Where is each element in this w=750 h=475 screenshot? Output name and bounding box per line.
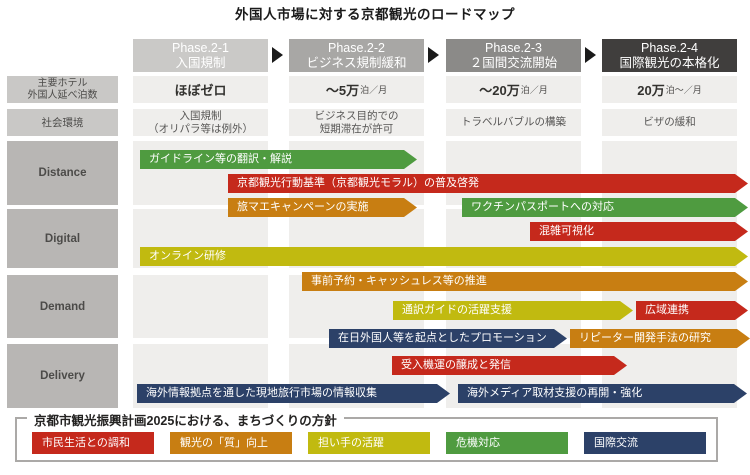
value-unit: 泊／月 bbox=[360, 85, 388, 95]
bar-online-training: オンライン研修 bbox=[140, 247, 748, 266]
hotel-value-phase3: 〜20万 泊／月 bbox=[446, 76, 581, 103]
row-label-delivery: Delivery bbox=[7, 344, 118, 408]
phase-header-3: Phase.2-3 ２国間交流開始 bbox=[446, 39, 581, 72]
bar-advance-reservation-cashless: 事前予約・キャッシュレス等の推進 bbox=[302, 272, 748, 291]
bar-tabi-mae-campaign: 旅マエキャンペーンの実施 bbox=[228, 198, 417, 217]
row-label-line: 社会環境 bbox=[41, 116, 84, 129]
bar-interpreter-guide-support: 通訳ガイドの活躍支援 bbox=[393, 301, 633, 320]
env-value-phase1: 入国規制 （オリパラ等は例外） bbox=[133, 109, 268, 136]
phase-name: Phase.2-1 bbox=[172, 40, 229, 55]
phase-subtitle: ビジネス規制緩和 bbox=[306, 55, 407, 70]
phase-arrow-icon bbox=[428, 47, 439, 63]
value-main: 〜5万 bbox=[325, 83, 360, 98]
env-value-phase4: ビザの緩和 bbox=[602, 109, 737, 136]
bar-congestion-visualization: 混雑可視化 bbox=[530, 222, 748, 241]
row-label-digital: Digital bbox=[7, 209, 118, 268]
bar-wide-area-cooperation: 広域連携 bbox=[636, 301, 748, 320]
bar-kyoto-tourism-moral: 京都観光行動基準（京都観光モラル）の普及啓発 bbox=[228, 174, 748, 193]
value-main: 20万 bbox=[637, 83, 665, 98]
grid-cell bbox=[289, 109, 424, 136]
grid-cell bbox=[446, 141, 581, 205]
value-line: ビジネス目的での bbox=[314, 110, 399, 122]
row-label-line: Distance bbox=[38, 167, 87, 179]
row-label-distance: Distance bbox=[7, 141, 118, 205]
phase-header-2: Phase.2-2 ビジネス規制緩和 bbox=[289, 39, 424, 72]
legend-box: 京都市観光振興計画2025における、まちづくりの方針 市民生活との調和 観光の「… bbox=[15, 410, 718, 462]
value-main: ほぼゼロ bbox=[174, 83, 227, 98]
legend-item-citizen-harmony: 市民生活との調和 bbox=[32, 432, 154, 454]
env-value-phase2: ビジネス目的での 短期滞在が許可 bbox=[289, 109, 424, 136]
bar-resident-foreigner-promotion: 在日外国人等を起点としたプロモーション bbox=[329, 329, 567, 348]
row-label-hotel-nights: 主要ホテル 外国人延べ泊数 bbox=[7, 76, 118, 103]
phase-subtitle: ２国間交流開始 bbox=[469, 55, 558, 70]
grid-cell bbox=[446, 109, 581, 136]
bar-repeater-research: リピーター開発手法の研究 bbox=[570, 329, 750, 348]
grid-cell bbox=[602, 141, 737, 205]
row-label-demand: Demand bbox=[7, 275, 118, 338]
phase-name: Phase.2-3 bbox=[485, 40, 542, 55]
legend-title: 京都市観光振興計画2025における、まちづくりの方針 bbox=[27, 410, 344, 429]
value-main: 〜20万 bbox=[479, 83, 520, 98]
phase-subtitle: 国際観光の本格化 bbox=[619, 55, 720, 70]
value-line: トラベルバブルの構築 bbox=[461, 116, 566, 129]
legend-item-crisis-response: 危機対応 bbox=[446, 432, 568, 454]
grid-cell bbox=[602, 76, 737, 103]
hotel-value-phase4: 20万 泊〜／月 bbox=[602, 76, 737, 103]
value-line: （オリパラ等は例外） bbox=[148, 122, 253, 135]
bar-acceptance-momentum: 受入機運の醸成と発信 bbox=[392, 356, 627, 375]
row-label-line: 主要ホテル bbox=[37, 77, 88, 89]
row-label-line: Demand bbox=[39, 300, 86, 313]
phase-name: Phase.2-4 bbox=[641, 40, 698, 55]
legend-item-intl-exchange: 国際交流 bbox=[584, 432, 706, 454]
bar-overseas-media-support: 海外メディア取材支援の再開・強化 bbox=[458, 384, 747, 403]
value-line: 入国規制 bbox=[179, 110, 222, 122]
row-label-line: Delivery bbox=[40, 370, 85, 382]
phase-arrow-icon bbox=[585, 47, 596, 63]
grid-cell bbox=[133, 76, 268, 103]
grid-cell bbox=[289, 76, 424, 103]
value-unit: 泊／月 bbox=[520, 85, 548, 95]
value-line: ビザの緩和 bbox=[643, 116, 696, 129]
grid-cell bbox=[602, 109, 737, 136]
bar-vaccine-passport: ワクチンパスポートへの対応 bbox=[462, 198, 748, 217]
legend-item-worker-success: 担い手の活躍 bbox=[308, 432, 430, 454]
row-label-line: 外国人延べ泊数 bbox=[27, 89, 98, 101]
row-label-line: Digital bbox=[44, 232, 81, 245]
value-line: 短期滞在が許可 bbox=[319, 122, 394, 135]
bar-guideline-translation: ガイドライン等の翻訳・解説 bbox=[140, 150, 417, 169]
hotel-value-phase2: 〜5万 泊／月 bbox=[289, 76, 424, 103]
phase-header-4: Phase.2-4 国際観光の本格化 bbox=[602, 39, 737, 72]
hotel-value-phase1: ほぼゼロ bbox=[133, 76, 268, 103]
phase-header-1: Phase.2-1 入国規制 bbox=[133, 39, 268, 72]
phase-arrow-icon bbox=[272, 47, 283, 63]
page-title: 外国人市場に対する京都観光のロードマップ bbox=[235, 7, 515, 22]
grid-cell bbox=[133, 109, 268, 136]
legend-item-tourism-quality: 観光の「質」向上 bbox=[170, 432, 292, 454]
value-unit: 泊〜／月 bbox=[665, 85, 702, 95]
env-value-phase3: トラベルバブルの構築 bbox=[446, 109, 581, 136]
row-label-social-environment: 社会環境 bbox=[7, 109, 118, 136]
phase-name: Phase.2-2 bbox=[328, 40, 385, 55]
bar-overseas-info-collection: 海外情報拠点を通した現地旅行市場の情報収集 bbox=[137, 384, 450, 403]
phase-subtitle: 入国規制 bbox=[175, 55, 226, 70]
grid-cell bbox=[446, 76, 581, 103]
grid-cell bbox=[133, 275, 268, 338]
